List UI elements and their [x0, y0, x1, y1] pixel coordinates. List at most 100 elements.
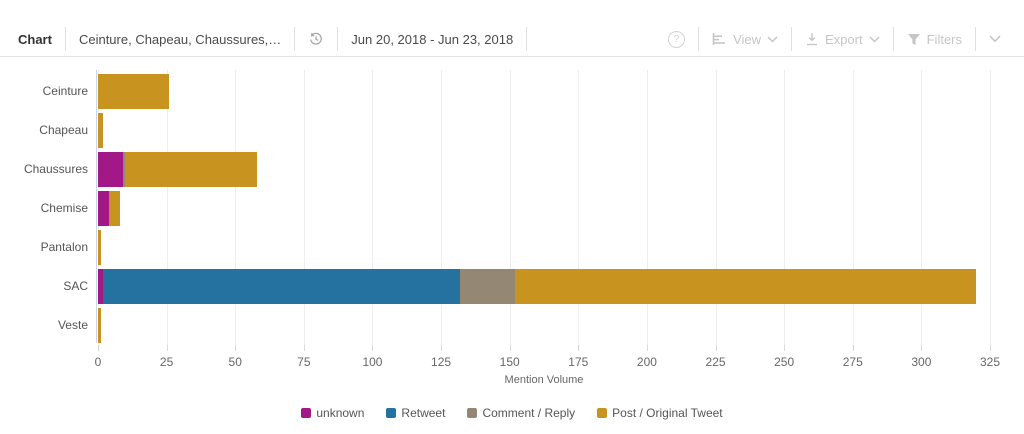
category-label: SAC: [63, 279, 88, 293]
legend-item[interactable]: Post / Original Tweet: [597, 406, 723, 420]
toolbar-divider: [526, 27, 528, 51]
gridline: [921, 70, 923, 345]
toolbar-divider: [64, 27, 66, 51]
toolbar-divider: [698, 27, 700, 51]
view-button[interactable]: View: [699, 32, 791, 47]
x-axis-tick-label: 75: [297, 355, 311, 369]
toolbar: Chart Ceinture, Chapeau, Chaussures,… Ju…: [0, 0, 1024, 57]
x-axis-tick: [509, 345, 511, 351]
gridline: [372, 70, 374, 345]
bar-segment-post-original-tweet[interactable]: [98, 230, 101, 265]
bar-segment-post-original-tweet[interactable]: [98, 74, 170, 109]
x-axis-tick: [715, 345, 717, 351]
x-axis-tick-label: 225: [705, 355, 726, 369]
mention-volume-chart: 0 25 50 75 100 125 150 175 200 225 250 275 300 325 Cei…: [0, 57, 1024, 434]
toolbar-divider: [892, 27, 894, 51]
history-button[interactable]: [295, 31, 337, 47]
category-label: Veste: [57, 318, 88, 332]
x-axis-tick-label: 200: [636, 355, 657, 369]
category-label: Ceinture: [42, 84, 88, 98]
category-label: Pantalon: [40, 240, 88, 254]
x-axis-tick-label: 325: [979, 355, 1001, 369]
x-axis-tick: [852, 345, 854, 351]
legend-label: Retweet: [401, 406, 446, 420]
x-axis-tick: [990, 345, 991, 351]
category-label: Chapeau: [39, 123, 88, 137]
x-axis-title: Mention Volume: [504, 374, 584, 386]
gridline: [646, 70, 648, 345]
chevron-down-icon: [869, 35, 880, 43]
x-axis-tick: [303, 345, 305, 351]
x-axis-tick-label: 175: [568, 355, 589, 369]
category-label: Chaussures: [23, 162, 88, 176]
legend-swatch: [467, 408, 478, 418]
toolbar-divider: [791, 27, 793, 51]
help-button[interactable]: ?: [655, 30, 698, 48]
x-axis-tick-label: 50: [228, 355, 242, 369]
x-axis-tick: [372, 345, 374, 351]
gridline: [509, 70, 511, 345]
gridline: [441, 70, 443, 345]
filters-button[interactable]: Filters: [894, 32, 975, 47]
bar-segment-post-original-tweet[interactable]: [125, 152, 258, 187]
bar-segment-post-original-tweet[interactable]: [98, 113, 104, 148]
x-axis-tick: [98, 345, 99, 351]
bar-segment-post-original-tweet[interactable]: [515, 269, 977, 304]
bar-chart-icon: [712, 32, 727, 46]
gridline: [235, 70, 237, 345]
legend-swatch: [597, 408, 608, 418]
history-icon: [308, 31, 324, 47]
x-axis-tick: [441, 345, 443, 351]
x-axis-tick-label: 150: [499, 355, 520, 369]
x-axis-tick: [166, 345, 168, 351]
bar-segment-unknown[interactable]: [98, 152, 123, 187]
toolbar-divider: [337, 27, 339, 51]
x-axis-tick-label: 300: [911, 355, 932, 369]
bar-segment-comment-reply[interactable]: [460, 269, 516, 304]
x-axis-tick: [784, 345, 786, 351]
legend-swatch: [386, 408, 397, 418]
x-axis-tick: [235, 345, 237, 351]
category-label: Chemise: [40, 201, 88, 215]
x-axis-tick-label: 100: [362, 355, 383, 369]
x-axis-tick-label: 275: [842, 355, 863, 369]
chart-label: Chart: [18, 31, 52, 47]
bar-segment-retweet[interactable]: [103, 269, 461, 304]
bar-segment-post-original-tweet[interactable]: [108, 191, 120, 226]
chevron-down-icon: [989, 35, 1001, 43]
gridline: [784, 70, 786, 345]
legend-item[interactable]: unknown: [301, 406, 364, 420]
export-button-label: Export: [825, 31, 863, 47]
legend-label: Post / Original Tweet: [612, 406, 723, 420]
more-options-button[interactable]: [976, 35, 1014, 43]
legend-label: unknown: [316, 406, 365, 420]
view-button-label: View: [733, 31, 762, 47]
x-axis-tick-label: 250: [774, 355, 795, 369]
toolbar-left-group: Chart Ceinture, Chapeau, Chaussures,… Ju…: [18, 27, 528, 51]
x-axis-tick-label: 125: [431, 355, 452, 369]
x-axis-tick-label: 0: [94, 355, 102, 369]
x-axis-tick-label: 25: [159, 355, 174, 369]
x-axis-tick: [578, 345, 580, 351]
bar-segment-unknown[interactable]: [98, 269, 104, 304]
gridline: [303, 70, 305, 345]
date-range-selector[interactable]: Jun 20, 2018 - Jun 23, 2018: [351, 31, 514, 47]
dataset-selector[interactable]: Ceinture, Chapeau, Chaussures,…: [78, 31, 282, 47]
x-axis-tick: [921, 345, 923, 351]
bar-segment-comment-reply[interactable]: [122, 152, 126, 187]
bar-segment-post-original-tweet[interactable]: [98, 308, 101, 343]
toolbar-right-group: ? View Export: [655, 27, 1014, 51]
gridline: [990, 70, 991, 345]
export-button[interactable]: Export: [792, 32, 893, 47]
help-icon: ?: [668, 30, 686, 48]
toolbar-divider: [975, 27, 976, 51]
legend-swatch: [301, 408, 312, 418]
legend-label: Comment / Reply: [482, 406, 576, 420]
toolbar-divider: [294, 27, 296, 51]
legend-item[interactable]: Comment / Reply: [467, 406, 575, 420]
x-axis-tick: [646, 345, 648, 351]
chevron-down-icon: [767, 35, 778, 43]
legend-item[interactable]: Retweet: [386, 406, 445, 420]
bar-segment-unknown[interactable]: [98, 191, 109, 226]
gridline: [715, 70, 717, 345]
